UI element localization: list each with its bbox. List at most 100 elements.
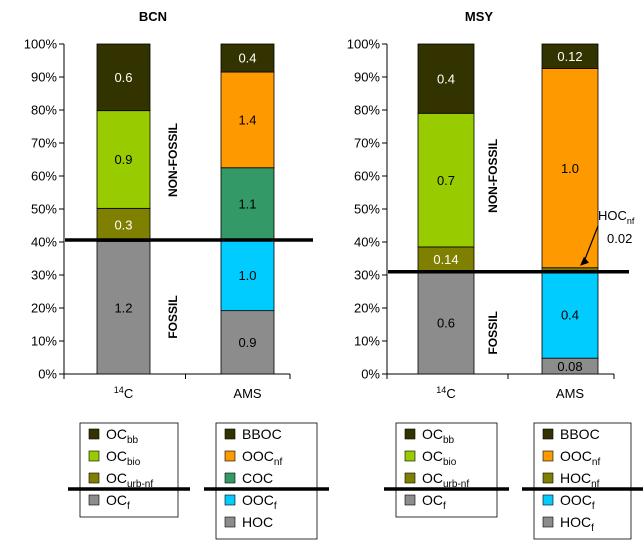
legend-label-base: OC xyxy=(106,426,127,442)
fossil-label: FOSSIL xyxy=(166,295,180,338)
legend-label-base: OC xyxy=(106,470,127,486)
data-label: 1.1 xyxy=(238,197,256,212)
data-label: 0.4 xyxy=(561,308,579,323)
data-label: 0.14 xyxy=(433,252,458,267)
legend-swatch xyxy=(404,472,416,484)
legend-label-base: COC xyxy=(242,470,273,486)
legend-label-base: BBOC xyxy=(242,426,282,442)
legend-label: OCbb xyxy=(106,426,139,446)
legend-label: BBOC xyxy=(242,426,282,442)
y-tick-label: 80% xyxy=(354,103,380,118)
legend-swatch xyxy=(224,428,236,440)
legend-label: HOC xyxy=(242,514,273,530)
legend-swatch xyxy=(404,494,416,506)
legend-label-base: OOC xyxy=(560,492,592,508)
legend-label-sub: f xyxy=(443,501,446,512)
annotation-label-base: HOC xyxy=(598,208,627,223)
legend-swatch xyxy=(224,516,236,528)
x-category-label: AMS xyxy=(233,386,262,401)
chart-panel-bcn: BCN 0% 10% 20% 30% 40% 50% 60% 70% 80% 90% 100% 1.2 0… xyxy=(24,9,329,540)
bar-segment-ocf xyxy=(417,271,475,375)
legend-label: OOCnf xyxy=(560,448,600,468)
data-label: 0.9 xyxy=(114,152,132,167)
x-category-label: 14C xyxy=(114,385,133,401)
data-label: 0.12 xyxy=(557,49,582,64)
annotation-label: HOCnf xyxy=(598,208,635,226)
legend-swatch xyxy=(542,472,554,484)
data-label: 0.6 xyxy=(437,316,455,331)
bar-segment-ocf xyxy=(96,240,151,375)
legend-label-base: OOC xyxy=(560,448,592,464)
chart-title: MSY xyxy=(465,9,494,24)
data-label: 0.4 xyxy=(238,51,256,66)
data-label: 0.3 xyxy=(114,218,132,233)
legend-label-sub: bio xyxy=(127,457,141,468)
legend-label: OCf xyxy=(106,492,130,512)
legend-label: OOCf xyxy=(242,492,277,512)
legend-label-sub: bb xyxy=(443,435,455,446)
y-tick-label: 10% xyxy=(31,334,57,349)
y-tick-label: 0% xyxy=(38,367,57,382)
chart-title: BCN xyxy=(139,9,167,24)
annotation-value: 0.02 xyxy=(607,231,632,246)
x-category-label-sup: 14 xyxy=(114,385,124,395)
legend-label-base: OC xyxy=(422,448,443,464)
legend-label-sub: nf xyxy=(591,479,600,490)
y-tick-label: 30% xyxy=(354,268,380,283)
bar-segment-oocnf xyxy=(541,68,599,269)
annotation-arrow-line xyxy=(583,225,599,262)
y-tick-label: 70% xyxy=(31,136,57,151)
y-tick-label: 20% xyxy=(31,301,57,316)
data-label: 1.2 xyxy=(114,300,132,315)
legend-swatch xyxy=(88,450,100,462)
bar-segment-bboc xyxy=(220,43,275,73)
legend-label-sub: f xyxy=(592,501,595,512)
y-tick-label: 50% xyxy=(31,202,57,217)
data-label: 0.7 xyxy=(437,173,455,188)
x-category-label-sup: 14 xyxy=(436,385,446,395)
data-label: 0.08 xyxy=(557,359,582,374)
legend-label: COC xyxy=(242,470,273,486)
y-tick-label: 100% xyxy=(347,37,381,52)
y-tick-label: 10% xyxy=(354,334,380,349)
x-category-label-base: AMS xyxy=(233,386,262,401)
bar-segment-oocf xyxy=(220,239,275,312)
legend-swatch xyxy=(542,494,554,506)
legend-label: OCurb-nf xyxy=(422,470,469,490)
non-fossil-label: NON-FOSSIL xyxy=(166,123,180,197)
legend-label: OCbio xyxy=(106,448,141,468)
legend-label-sub: f xyxy=(274,501,277,512)
legend-label-sub: f xyxy=(127,501,130,512)
data-label: 1.0 xyxy=(561,161,579,176)
x-category-label-base: C xyxy=(124,386,133,401)
non-fossil-label: NON-FOSSIL xyxy=(486,139,500,213)
legend-label-sub: urb-nf xyxy=(443,479,469,490)
legend-label: HOCf xyxy=(560,514,594,534)
legend-swatch xyxy=(542,450,554,462)
legend-swatch xyxy=(224,450,236,462)
annotation-label-sub: nf xyxy=(627,216,635,226)
annotation-arrow-head xyxy=(580,256,589,266)
bar-segment-oocf xyxy=(541,271,599,359)
data-label: 0.4 xyxy=(437,71,455,86)
legend-swatch xyxy=(88,428,100,440)
bar-segment-ocbb xyxy=(96,43,151,112)
legend-label-sub: bio xyxy=(443,457,457,468)
legend-label-base: OC xyxy=(422,426,443,442)
legend-label-sub: f xyxy=(591,523,594,534)
x-category-label-base: AMS xyxy=(556,386,585,401)
data-label: 1.4 xyxy=(238,113,256,128)
legend-label: OOCf xyxy=(560,492,595,512)
legend-label: OCf xyxy=(422,492,446,512)
legend-swatch xyxy=(224,494,236,506)
y-tick-label: 40% xyxy=(31,235,57,250)
bar-segment-oocnf xyxy=(220,71,275,169)
x-category-label: 14C xyxy=(436,385,455,401)
legend-label-sub: nf xyxy=(592,457,601,468)
bar-segment-bboc xyxy=(541,43,599,69)
legend-swatch xyxy=(404,428,416,440)
